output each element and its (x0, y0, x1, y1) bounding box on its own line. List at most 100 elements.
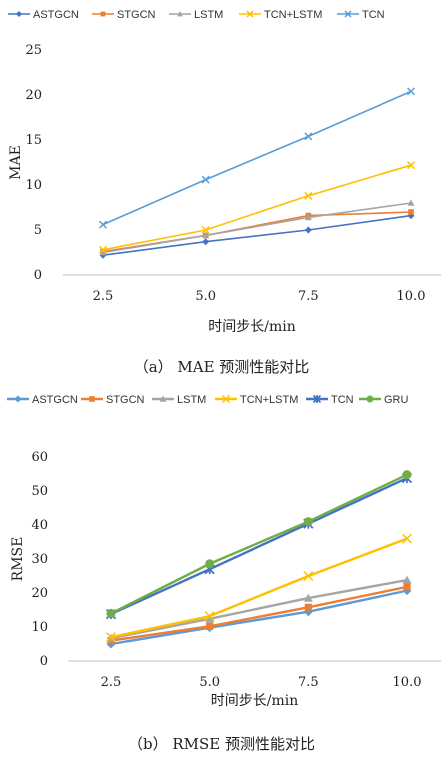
series-lstm (99, 199, 415, 256)
legend-label-gru: GRU (384, 394, 409, 406)
mae-chart-caption: （a） MAE 预测性能对比 (133, 358, 310, 376)
series-line-stgcn (102, 211, 412, 253)
data-point-astgcn (304, 226, 312, 234)
data-point-tcn-lstm (303, 570, 314, 582)
series-line-tcn (110, 476, 408, 616)
legend-label-lstm: LSTM (177, 394, 206, 406)
legend-item-lstm: LSTM (169, 9, 223, 21)
series-tcn (98, 87, 416, 229)
data-point-tcn-lstm (201, 225, 210, 235)
y-tick-label: 60 (31, 450, 48, 465)
data-point-gru (402, 470, 412, 480)
x-tick-label: 2.5 (93, 289, 114, 304)
legend-marker-lstm (177, 11, 183, 17)
data-point-lstm (304, 213, 312, 221)
legend-label-lstm: LSTM (194, 9, 223, 21)
legend-item-tcn: TCN (337, 9, 385, 21)
legend-item-lstm: LSTM (152, 394, 206, 406)
y-tick-label: 40 (31, 518, 48, 533)
legend-item-tcn-lstm: TCN+LSTM (215, 394, 298, 406)
series-stgcn (100, 209, 414, 255)
data-point-tcn-lstm (98, 245, 108, 254)
data-point-lstm (402, 575, 412, 584)
series-line-lstm (102, 202, 412, 254)
legend-marker-astgcn (14, 395, 22, 403)
series-lstm (106, 575, 412, 642)
series-line-stgcn (110, 585, 408, 642)
legend-marker-tcn-lstm (246, 10, 254, 18)
x-tick-label: 7.5 (298, 289, 319, 304)
data-point-stgcn (408, 209, 414, 215)
data-point-lstm (202, 231, 210, 239)
x-tick-label: 10.0 (393, 675, 422, 690)
data-point-stgcn (403, 583, 411, 591)
y-tick-label: 10 (31, 620, 48, 635)
series-tcn-lstm (105, 533, 413, 643)
rmse-chart-panel: ASTGCN STGCN LSTM TCN+LSTM TCN GRU 0 10 20 30 40 50… (0, 385, 443, 762)
y-tick-label: 25 (25, 43, 42, 58)
legend-item-gru: GRU (359, 394, 409, 406)
series-gru (106, 470, 412, 618)
series-line-tcn (102, 90, 412, 226)
data-point-tcn-lstm (406, 161, 416, 170)
legend-label-tcn-lstm: TCN+LSTM (264, 9, 322, 21)
legend-label-astgcn: ASTGCN (32, 394, 78, 406)
data-point-lstm (99, 249, 107, 256)
data-point-tcn-lstm (204, 611, 215, 622)
data-point-astgcn (202, 238, 210, 246)
legend-label-tcn: TCN (362, 9, 385, 21)
y-tick-label: 30 (31, 552, 48, 567)
series-line-tcn-lstm (110, 537, 408, 639)
legend-label-tcn: TCN (331, 394, 354, 406)
y-tick-label: 0 (34, 268, 42, 283)
legend-marker-stgcn (100, 11, 106, 17)
mae-line-chart: ASTGCN STGCN LSTM TCN+LSTM TCN 0 5 10 15 20 25 2.5 5… (8, 9, 441, 335)
legend-label-stgcn: STGCN (106, 394, 145, 406)
legend-marker-astgcn (16, 11, 22, 17)
y-tick-label: 10 (25, 178, 42, 193)
y-tick-label: 20 (25, 88, 42, 103)
data-point-tcn-lstm (304, 191, 313, 200)
data-point-gru (303, 517, 313, 527)
y-tick-label: 5 (34, 223, 42, 238)
data-point-tcn (406, 87, 416, 96)
legend-marker-stgcn (89, 396, 95, 402)
series-astgcn (99, 212, 415, 259)
data-point-lstm (407, 199, 415, 206)
series-line-lstm (110, 578, 408, 640)
data-point-lstm (303, 593, 313, 602)
x-axis-title: 时间步长/min (208, 319, 296, 335)
rmse-chart-caption: （b） RMSE 预测性能对比 (127, 735, 316, 753)
data-point-tcn (304, 132, 313, 141)
legend: ASTGCN STGCN LSTM TCN+LSTM TCN GRU (7, 394, 409, 406)
x-tick-label: 10.0 (397, 289, 426, 304)
legend-marker-gru (366, 395, 374, 403)
mae-chart-panel: ASTGCN STGCN LSTM TCN+LSTM TCN 0 5 10 15 20 25 2.5 5… (8, 9, 441, 376)
data-point-tcn-lstm (401, 533, 413, 544)
legend-label-astgcn: ASTGCN (33, 9, 79, 21)
series-line-astgcn (110, 589, 408, 646)
legend-label-tcn-lstm: TCN+LSTM (240, 394, 298, 406)
data-point-lstm (205, 614, 215, 623)
y-axis-title: MAE (8, 145, 24, 180)
x-tick-label: 2.5 (101, 675, 122, 690)
data-point-gru (205, 559, 215, 569)
data-point-gru (106, 608, 116, 618)
y-tick-label: 50 (31, 484, 48, 499)
legend-item-astgcn: ASTGCN (7, 394, 78, 406)
legend-marker-tcn (312, 394, 322, 404)
legend-item-tcn: TCN (306, 394, 354, 406)
legend-marker-tcn-lstm (221, 394, 231, 404)
series-line-tcn-lstm (102, 164, 412, 251)
legend-label-stgcn: STGCN (117, 9, 156, 21)
legend-item-stgcn: STGCN (92, 9, 156, 21)
x-tick-label: 7.5 (298, 675, 319, 690)
legend-item-astgcn: ASTGCN (8, 9, 79, 21)
x-tick-label: 5.0 (195, 289, 216, 304)
data-point-tcn (201, 175, 210, 184)
data-point-tcn-lstm (105, 632, 117, 643)
series-line-gru (110, 473, 408, 615)
x-axis-title: 时间步长/min (211, 693, 299, 709)
data-point-tcn (98, 220, 108, 229)
y-tick-label: 20 (31, 586, 48, 601)
